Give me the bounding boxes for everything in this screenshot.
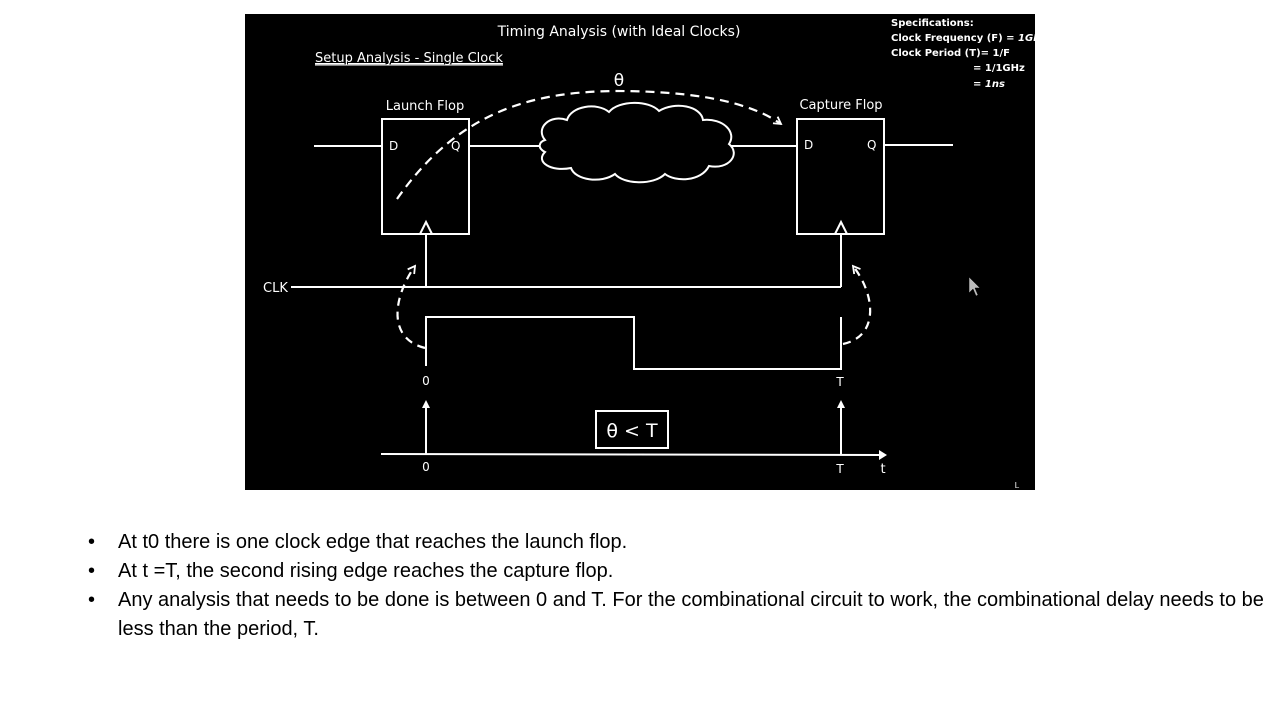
clock-waveform xyxy=(425,316,842,370)
spec-heading: Specifications: xyxy=(891,18,974,29)
bullet-item: At t =T, the second rising edge reaches … xyxy=(88,557,1273,586)
spec-result-prefix: = xyxy=(973,79,985,90)
capture-flop-box xyxy=(796,118,885,235)
launch-flop-q-pin: Q xyxy=(451,139,460,153)
timing-diagram: Timing Analysis (with Ideal Clocks) Setu… xyxy=(263,18,1035,490)
axis-label-end: T xyxy=(835,462,844,476)
timing-diagram-panel: Timing Analysis (with Ideal Clocks) Setu… xyxy=(245,14,1035,490)
time-axis xyxy=(380,453,882,456)
waveform-label-end: T xyxy=(835,375,844,389)
launch-flop: Launch Flop D Q xyxy=(381,99,470,235)
bullet-item: At t0 there is one clock edge that reach… xyxy=(88,528,1273,557)
time-axis-arrowhead xyxy=(879,450,887,460)
watermark-logo: Ꮮ xyxy=(1015,481,1020,490)
launch-edge-arc xyxy=(396,264,426,350)
specifications-block: Specifications: Clock Frequency (F) = 1G… xyxy=(891,18,1035,90)
capture-flop-label: Capture Flop xyxy=(799,98,882,113)
spec-frequency-label: Clock Frequency (F) = xyxy=(891,33,1018,44)
inequality-text: θ < T xyxy=(606,420,658,442)
launch-flop-clock-notch xyxy=(419,219,433,235)
spec-period: Clock Period (T)= 1/F xyxy=(891,48,1010,59)
launch-flop-d-pin: D xyxy=(389,139,398,153)
spec-frequency: Clock Frequency (F) = 1GHz xyxy=(891,33,1035,44)
mouse-cursor-icon xyxy=(968,276,981,297)
waveform-label-start: 0 xyxy=(422,374,430,388)
edge-marker-end-arrow xyxy=(837,400,845,408)
bullet-list: At t0 there is one clock edge that reach… xyxy=(88,528,1273,644)
diagram-subtitle: Setup Analysis - Single Clock xyxy=(315,51,503,66)
inequality-box xyxy=(595,410,669,449)
capture-edge-arc xyxy=(842,264,872,346)
theta-label: θ xyxy=(614,71,624,91)
capture-flop-d-pin: D xyxy=(804,138,813,152)
spec-period-calc: = 1/1GHz xyxy=(973,63,1025,74)
data-path-arc xyxy=(396,89,783,200)
diagram-title: Timing Analysis (with Ideal Clocks) xyxy=(497,24,741,40)
bullet-item: Any analysis that needs to be done is be… xyxy=(88,586,1273,644)
axis-label-start: 0 xyxy=(422,460,430,474)
capture-flop-q-pin: Q xyxy=(867,138,876,152)
clk-label: CLK xyxy=(263,281,288,296)
edge-marker-start-arrow xyxy=(422,400,430,408)
launch-flop-box xyxy=(381,118,470,235)
spec-frequency-value: 1GHz xyxy=(1018,33,1035,44)
axis-label-t: t xyxy=(880,462,885,477)
capture-flop: Capture Flop D Q xyxy=(796,98,885,235)
spec-period-result: = 1ns xyxy=(973,79,1005,90)
combinational-logic-cloud xyxy=(538,101,735,184)
spec-result-value: 1ns xyxy=(985,79,1005,90)
launch-flop-label: Launch Flop xyxy=(386,99,465,114)
capture-flop-clock-notch xyxy=(834,219,848,235)
